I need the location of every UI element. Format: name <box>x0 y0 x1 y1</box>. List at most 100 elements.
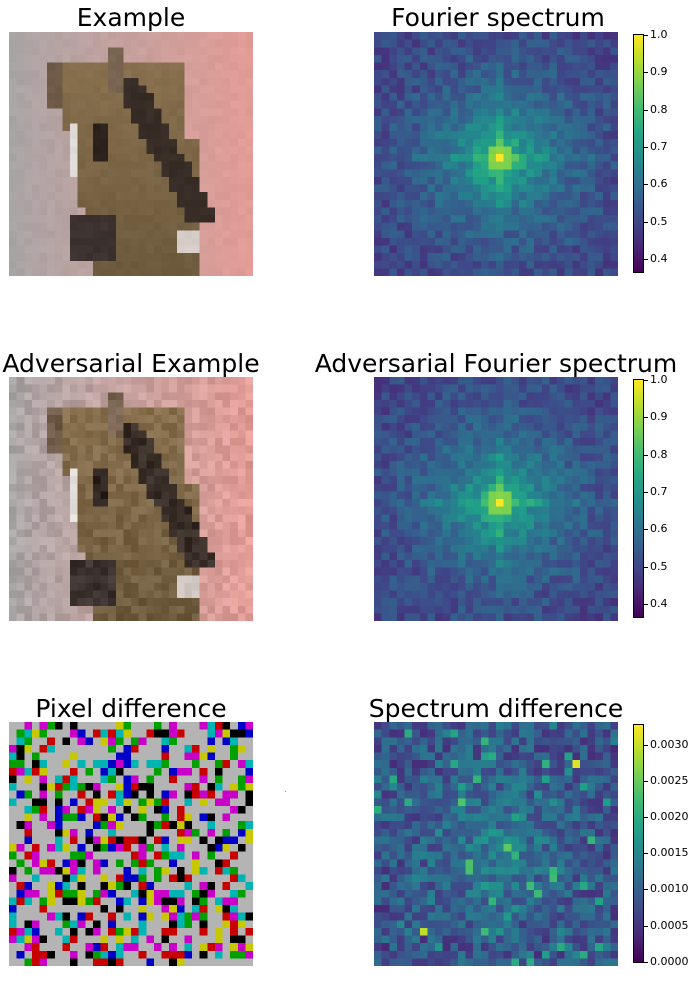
heatmap-cell <box>396 77 405 86</box>
heatmap-cell <box>108 859 116 868</box>
heatmap-cell <box>541 430 550 439</box>
heatmap-cell <box>427 39 436 48</box>
heatmap-cell <box>230 499 238 507</box>
heatmap-cell <box>214 598 223 606</box>
heatmap-cell <box>480 176 489 185</box>
heatmap-cell <box>62 775 71 784</box>
heatmap-cell <box>54 882 63 890</box>
heatmap-cell <box>184 453 193 462</box>
heatmap-cell <box>199 115 208 124</box>
heatmap-cell <box>412 85 420 94</box>
heatmap-cell <box>230 805 238 814</box>
heatmap-cell <box>92 230 101 239</box>
heatmap-cell <box>207 767 216 776</box>
heatmap-cell <box>511 199 520 208</box>
heatmap-cell <box>138 377 147 385</box>
heatmap-cell <box>534 544 542 553</box>
heatmap-cell <box>457 169 466 178</box>
heatmap-cell <box>199 176 208 185</box>
heatmap-cell <box>579 499 588 507</box>
heatmap-cell <box>24 392 33 401</box>
heatmap-cell <box>230 476 238 484</box>
heatmap-cell <box>602 377 611 385</box>
heatmap-cell <box>564 582 573 591</box>
heatmap-cell <box>389 438 398 446</box>
heatmap-cell <box>54 62 63 71</box>
heatmap-cell <box>184 108 193 117</box>
heatmap-cell <box>9 70 17 78</box>
heatmap-cell <box>153 47 162 56</box>
heatmap-cell <box>77 889 86 898</box>
heatmap-cell <box>169 836 177 845</box>
heatmap-cell <box>214 32 223 40</box>
heatmap-cell <box>511 32 520 40</box>
heatmap-cell <box>389 499 398 507</box>
heatmap-cell <box>237 537 246 545</box>
heatmap-cell <box>222 613 231 621</box>
heatmap-cell <box>237 108 246 117</box>
heatmap-cell <box>245 100 253 109</box>
heatmap-cell <box>572 108 581 117</box>
heatmap-cell <box>47 722 55 730</box>
heatmap-cell <box>435 93 443 101</box>
heatmap-cell <box>214 499 223 507</box>
heatmap-cell <box>153 245 162 254</box>
heatmap-cell <box>435 468 443 477</box>
heatmap-cell <box>115 882 124 890</box>
heatmap-cell <box>572 438 581 446</box>
heatmap-cell <box>237 506 246 515</box>
heatmap-cell <box>161 430 170 439</box>
heatmap-cell <box>473 560 481 568</box>
heatmap-cell <box>404 184 413 193</box>
heatmap-cell <box>16 445 25 454</box>
heatmap-cell <box>70 445 78 454</box>
heatmap-cell <box>16 905 25 913</box>
heatmap-cell <box>442 47 451 56</box>
heatmap-cell <box>92 767 101 776</box>
heatmap-cell <box>237 882 246 890</box>
heatmap-cell <box>100 613 109 621</box>
heatmap-cell <box>610 468 618 477</box>
heatmap-cell <box>245 438 253 446</box>
heatmap-cell <box>214 859 223 868</box>
heatmap-cell <box>419 537 428 545</box>
heatmap-cell <box>534 598 542 606</box>
heatmap-cell <box>131 108 139 117</box>
heatmap-cell <box>442 77 451 86</box>
heatmap-cell <box>602 123 611 132</box>
heatmap-cell <box>92 912 101 921</box>
heatmap-cell <box>176 560 185 568</box>
heatmap-cell <box>92 859 101 868</box>
heatmap-cell <box>199 54 208 63</box>
heatmap-cell <box>457 384 466 393</box>
heatmap-cell <box>123 430 132 439</box>
heatmap-cell <box>419 514 428 523</box>
heatmap-cell <box>450 468 459 477</box>
heatmap-cell <box>70 889 78 898</box>
heatmap-cell <box>587 70 596 78</box>
heatmap-cell <box>161 828 170 837</box>
heatmap-cell <box>595 138 603 147</box>
heatmap-cell <box>16 866 25 875</box>
heatmap-cell <box>207 260 216 269</box>
heatmap-cell <box>176 108 185 117</box>
heatmap-cell <box>496 138 504 147</box>
heatmap-cell <box>595 491 603 500</box>
heatmap-cell <box>488 605 497 614</box>
heatmap-cell <box>39 783 48 791</box>
heatmap-cell <box>31 32 40 40</box>
heatmap-cell <box>146 613 155 621</box>
heatmap-cell <box>85 115 94 124</box>
heatmap-cell <box>100 154 109 162</box>
adv-example-title: Adversarial Example <box>2 349 260 378</box>
heatmap-cell <box>85 260 94 269</box>
heatmap-cell <box>496 445 504 454</box>
heatmap-cell <box>153 430 162 439</box>
heatmap-cell <box>230 813 238 822</box>
heatmap-cell <box>85 161 94 170</box>
heatmap-cell <box>192 537 200 545</box>
heatmap-cell <box>77 590 86 599</box>
heatmap-cell <box>138 392 147 401</box>
heatmap-cell <box>70 499 78 507</box>
heatmap-cell <box>518 199 527 208</box>
